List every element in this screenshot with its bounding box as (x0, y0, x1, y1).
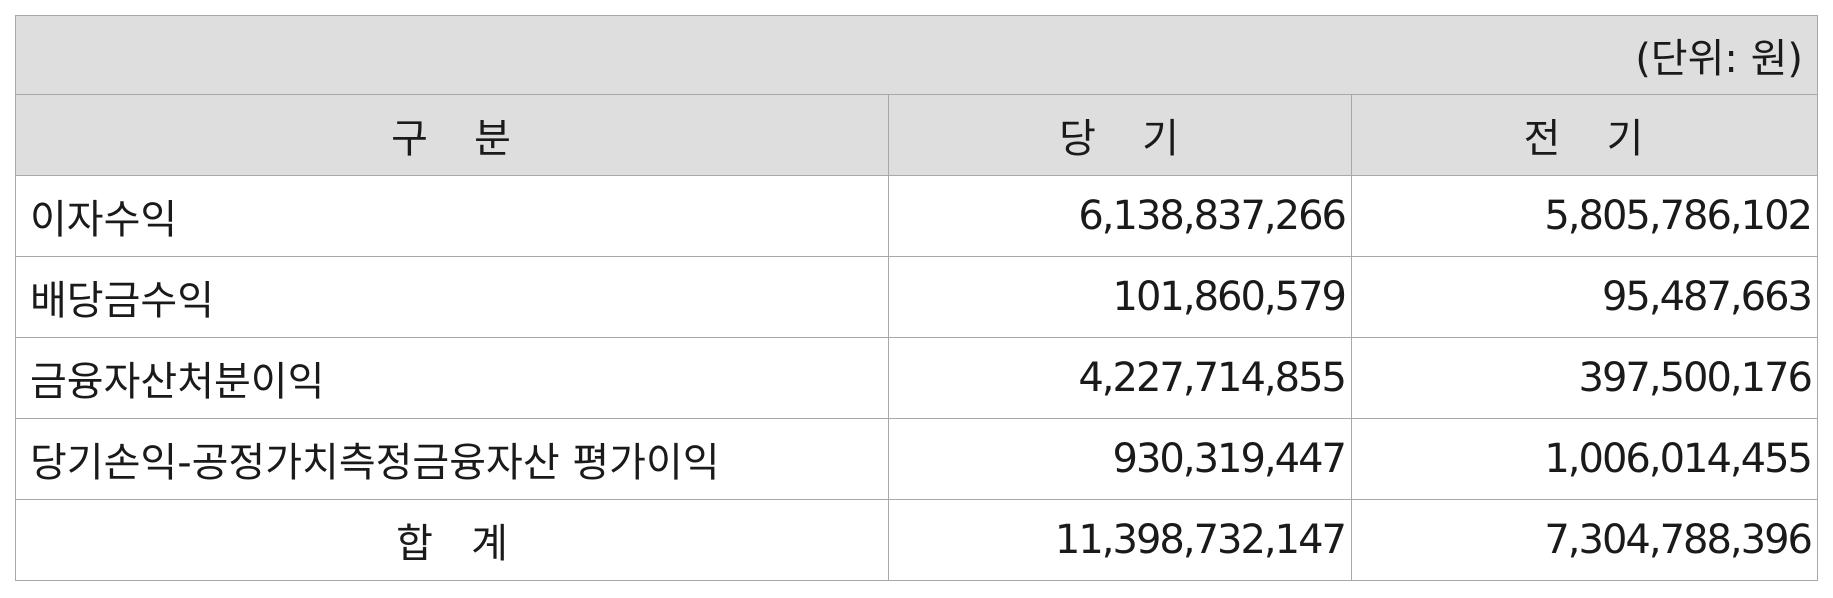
financial-income-table: (단위: 원) 구 분 당 기 전 기 이자수익 6,138,837,266 5… (15, 15, 1818, 581)
row-label: 이자수익 (15, 175, 889, 257)
total-label: 합 계 (15, 499, 889, 581)
row-current-value: 6,138,837,266 (888, 175, 1352, 257)
total-row: 합 계 11,398,732,147 7,304,788,396 (15, 499, 1818, 581)
table-row: 이자수익 6,138,837,266 5,805,786,102 (15, 175, 1818, 257)
total-prior-value: 7,304,788,396 (1351, 499, 1818, 581)
row-prior-value: 397,500,176 (1351, 337, 1818, 419)
row-label: 배당금수익 (15, 256, 889, 338)
header-prior-period: 전 기 (1351, 94, 1818, 176)
total-current-value: 11,398,732,147 (888, 499, 1352, 581)
table-row: 당기손익-공정가치측정금융자산 평가이익 930,319,447 1,006,0… (15, 418, 1818, 500)
financial-income-table-container: (단위: 원) 구 분 당 기 전 기 이자수익 6,138,837,266 5… (15, 15, 1818, 581)
row-current-value: 930,319,447 (888, 418, 1352, 500)
row-current-value: 4,227,714,855 (888, 337, 1352, 419)
header-category: 구 분 (15, 94, 889, 176)
header-row: 구 분 당 기 전 기 (15, 94, 1818, 176)
row-prior-value: 5,805,786,102 (1351, 175, 1818, 257)
header-current-period: 당 기 (888, 94, 1352, 176)
row-prior-value: 1,006,014,455 (1351, 418, 1818, 500)
row-current-value: 101,860,579 (888, 256, 1352, 338)
table-row: 금융자산처분이익 4,227,714,855 397,500,176 (15, 337, 1818, 419)
unit-row: (단위: 원) (15, 15, 1818, 95)
row-label: 금융자산처분이익 (15, 337, 889, 419)
row-prior-value: 95,487,663 (1351, 256, 1818, 338)
unit-label: (단위: 원) (15, 15, 1818, 95)
row-label: 당기손익-공정가치측정금융자산 평가이익 (15, 418, 889, 500)
table-row: 배당금수익 101,860,579 95,487,663 (15, 256, 1818, 338)
